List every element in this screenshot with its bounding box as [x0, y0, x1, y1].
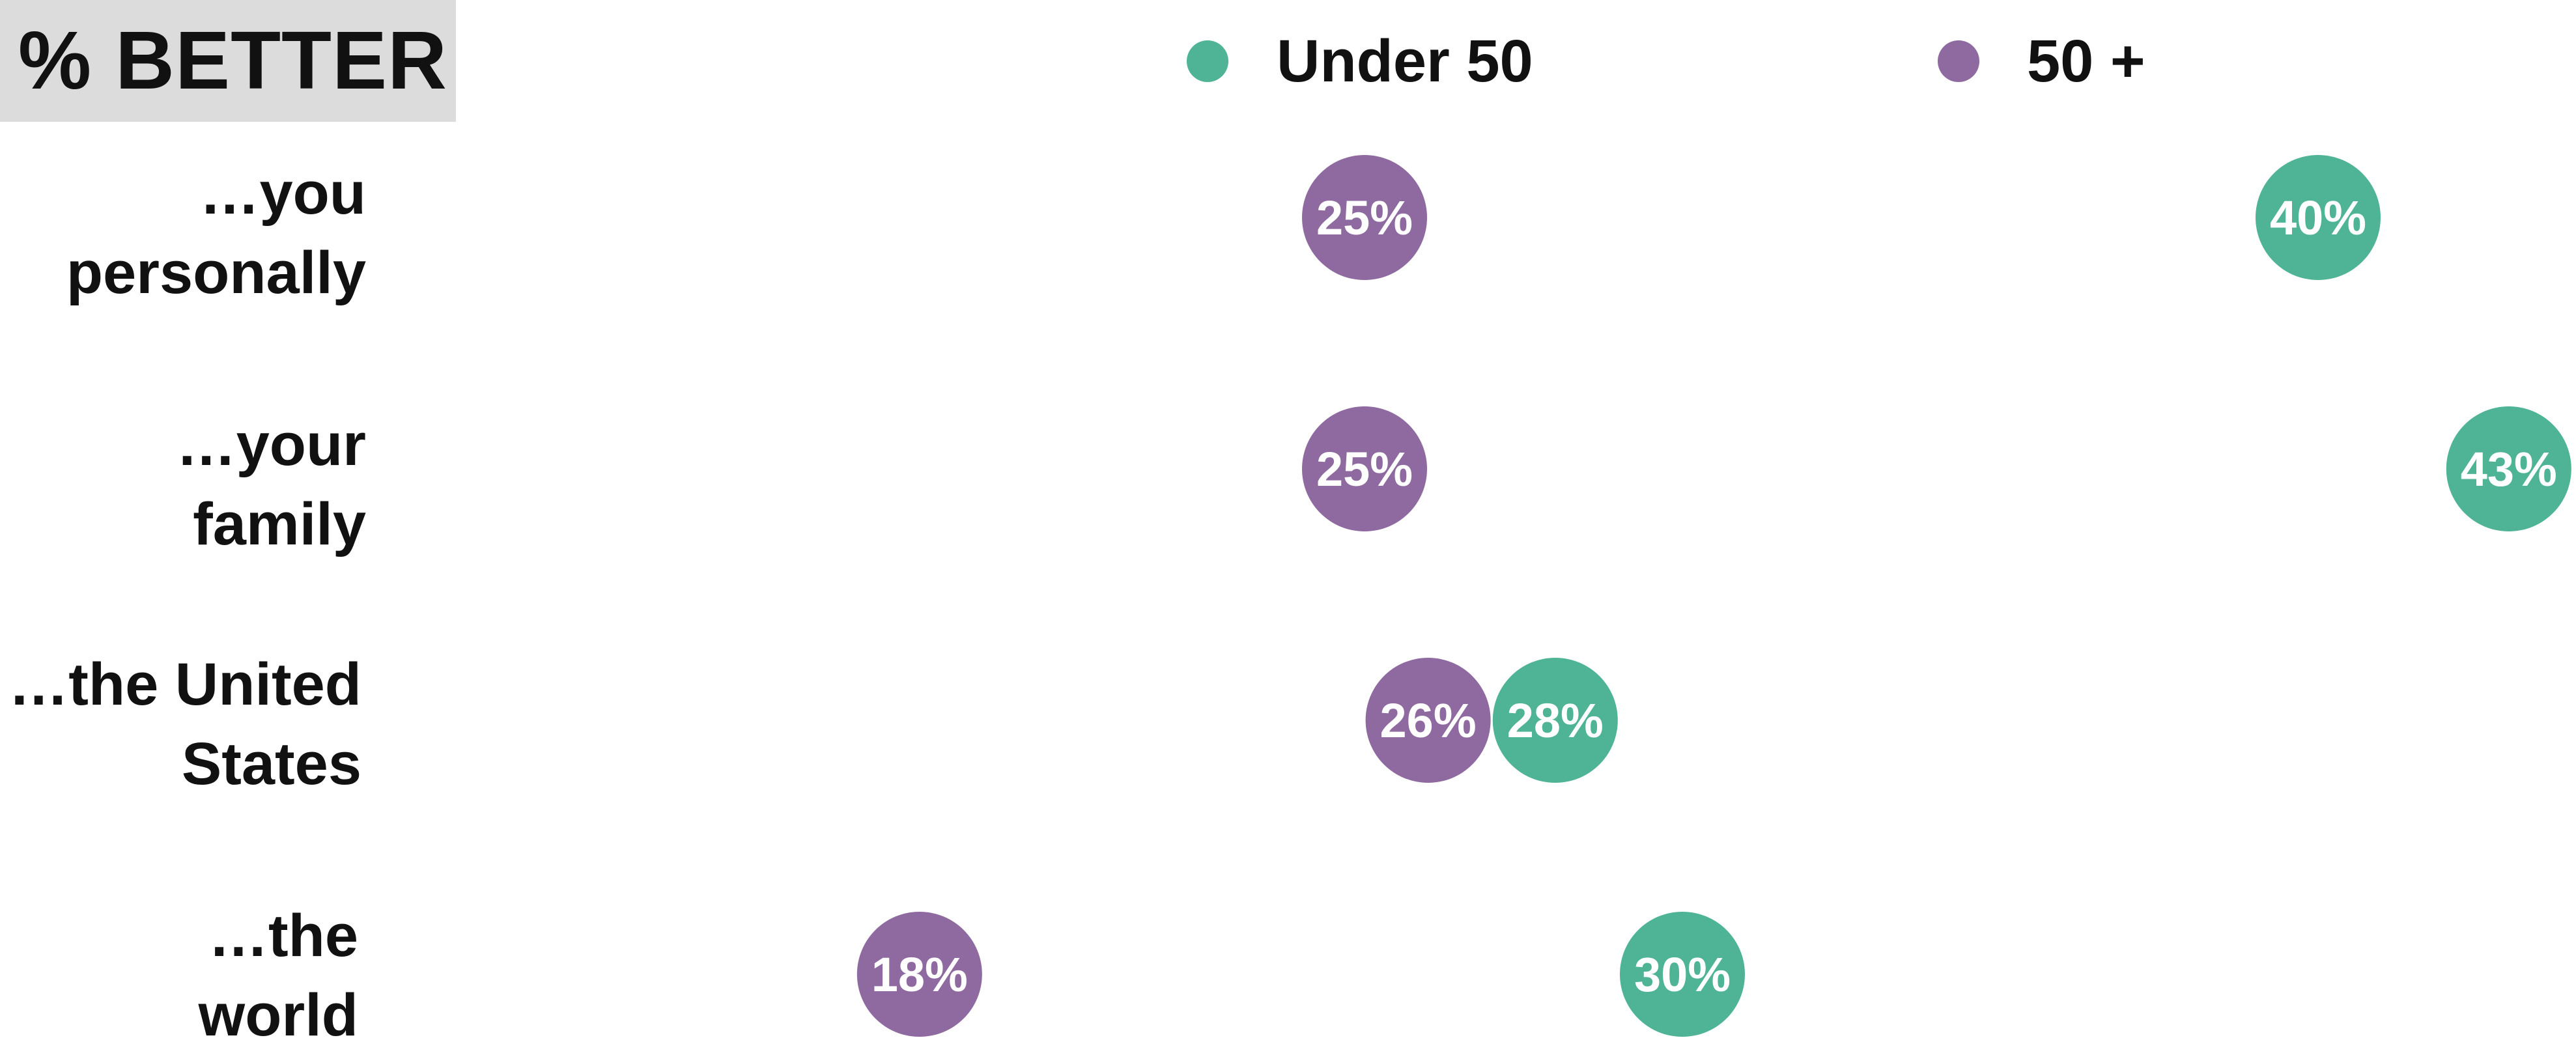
data-label-50-plus-row-4: 18% [871, 948, 968, 1002]
data-label-50-plus-row-1: 25% [1316, 191, 1413, 245]
row-label-line: States [181, 731, 361, 797]
row-label-line: family [193, 491, 366, 557]
data-label-50-plus-row-2: 25% [1316, 442, 1413, 496]
data-label-under-50-row-3: 28% [1507, 694, 1604, 748]
data-label-under-50-row-2: 43% [2461, 442, 2557, 496]
data-label-50-plus-row-3: 26% [1380, 694, 1477, 748]
dot-50-plus-row-3 [1365, 658, 1491, 783]
row-label-line: personally [66, 240, 366, 306]
data-label-under-50-row-4: 30% [1634, 948, 1731, 1002]
row-label-line: …your [176, 412, 366, 478]
row-label-united-states: …the United States [8, 645, 361, 804]
chart-title-box: % BETTER [0, 0, 456, 122]
legend-marker-50-plus [1938, 40, 1979, 82]
legend-label-50-plus: 50 + [2027, 28, 2145, 94]
chart-title: % BETTER [18, 14, 448, 106]
dot-under-50-row-3 [1492, 658, 1618, 783]
data-label-under-50-row-1: 40% [2270, 191, 2366, 245]
dot-under-50-row-2 [2446, 406, 2571, 531]
row-label-line: …the United [8, 651, 361, 718]
row-label-your-family: …your family [177, 405, 366, 564]
dot-under-50-row-4 [1620, 912, 1745, 1037]
row-label-you-personally: …you personally [66, 154, 366, 313]
row-label-line: …the [208, 903, 358, 969]
dot-50-plus-row-2 [1302, 406, 1427, 531]
row-label-world: …the world [199, 896, 358, 1055]
dot-50-plus-row-4 [856, 912, 982, 1037]
legend-marker-under-50 [1187, 40, 1228, 82]
dot-under-50-row-1 [2256, 155, 2381, 280]
row-label-line: …you [199, 160, 366, 227]
row-label-line: world [198, 982, 358, 1048]
legend-label-under-50: Under 50 [1277, 28, 1533, 94]
dot-50-plus-row-1 [1302, 155, 1427, 280]
